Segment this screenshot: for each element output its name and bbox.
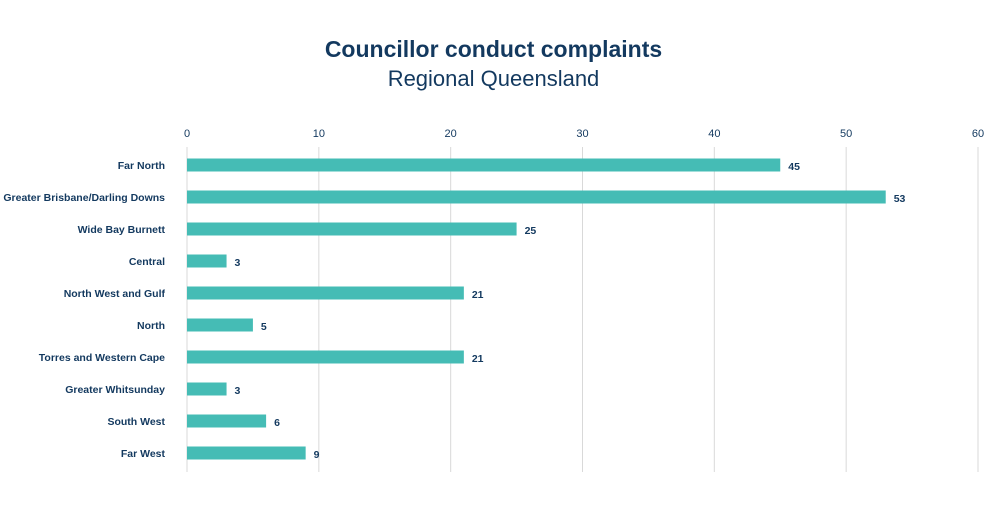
bar (187, 286, 464, 300)
data-label: 5 (261, 321, 267, 333)
data-label: 21 (472, 353, 484, 365)
bar (187, 158, 781, 172)
bar (187, 254, 227, 268)
x-tick-label: 30 (576, 128, 588, 140)
bar (187, 382, 227, 396)
category-label: Torres and Western Cape (39, 352, 165, 364)
x-tick-label: 20 (445, 128, 457, 140)
category-label: Far North (118, 160, 165, 172)
bar (187, 446, 306, 460)
data-label: 53 (894, 193, 906, 205)
category-label: Greater Whitsunday (65, 384, 165, 396)
x-tick-label: 10 (313, 128, 325, 140)
x-tick-label: 0 (184, 128, 190, 140)
data-label: 3 (235, 257, 241, 269)
data-label: 6 (274, 417, 280, 429)
category-label: North West and Gulf (64, 288, 166, 300)
bar (187, 318, 253, 332)
bar (187, 350, 464, 364)
category-label: South West (107, 416, 165, 428)
x-tick-label: 40 (708, 128, 720, 140)
category-label: Far West (121, 448, 166, 460)
category-label: Greater Brisbane/Darling Downs (3, 192, 165, 204)
bar (187, 222, 517, 236)
bar (187, 190, 886, 204)
chart-subtitle: Regional Queensland (387, 66, 600, 91)
bar (187, 414, 267, 428)
chart-title: Councillor conduct complaints (324, 36, 663, 62)
category-label: Central (129, 256, 165, 268)
x-tick-label: 50 (840, 128, 852, 140)
data-label: 9 (314, 449, 320, 461)
x-tick-label: 60 (972, 128, 984, 140)
data-label: 3 (235, 385, 241, 397)
data-label: 25 (525, 225, 537, 237)
category-label: North (137, 320, 165, 332)
data-label: 21 (472, 289, 484, 301)
category-label: Wide Bay Burnett (78, 224, 166, 236)
data-label: 45 (788, 161, 800, 173)
